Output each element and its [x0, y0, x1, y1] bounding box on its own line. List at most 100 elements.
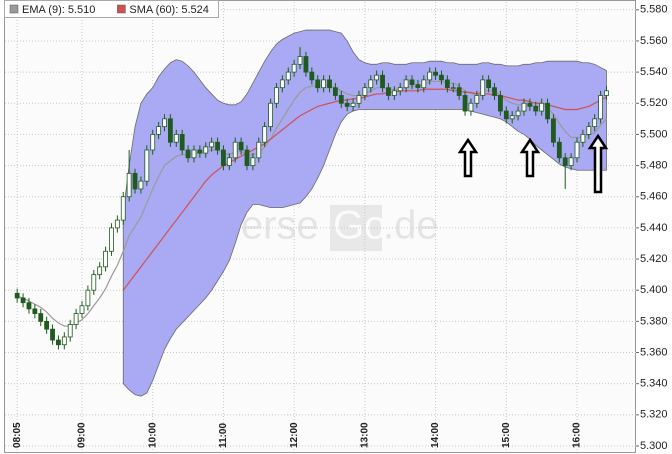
y-tick-label: 5.300 [640, 440, 668, 452]
candle-body [586, 126, 592, 135]
y-tick-label: 5.500 [640, 128, 668, 140]
candle-body [462, 95, 468, 112]
candle-body [132, 172, 138, 190]
candle-body [468, 102, 474, 112]
candle-body [580, 134, 586, 143]
y-tick-label: 5.460 [640, 191, 668, 203]
candle-body [50, 328, 55, 341]
candle-body [20, 297, 26, 304]
candle-body [38, 313, 44, 322]
candle-body [226, 157, 232, 166]
candle-body [144, 149, 150, 182]
candle-body [114, 219, 120, 229]
candle-body [397, 87, 403, 92]
candle-body [285, 71, 291, 81]
bands [122, 29, 607, 397]
candle-body [309, 71, 315, 81]
candle-body [61, 336, 67, 346]
candle-body [551, 118, 556, 143]
candle-body [250, 157, 256, 166]
candle-body [362, 87, 368, 96]
candle-body [344, 102, 350, 107]
candle-body [592, 118, 598, 128]
candle-body [262, 126, 268, 143]
y-tick-label: 5.380 [640, 315, 668, 327]
arrow [457, 137, 479, 178]
band-area [122, 29, 607, 397]
y-tick-label: 5.540 [640, 66, 668, 78]
candle-body [386, 87, 391, 96]
x-tick-label: 09:00 [77, 422, 88, 448]
candle-body [433, 71, 438, 76]
candle-body [456, 87, 462, 96]
legend: EMA (9): 5.510 SMA (60): 5.524 [4, 0, 219, 18]
arrows [457, 133, 609, 194]
candle-body [509, 115, 515, 120]
y-tick-label: 5.420 [640, 253, 668, 265]
x-tick-label: 12:00 [289, 422, 300, 448]
candle-body [498, 95, 503, 112]
candle-body [492, 87, 497, 96]
candle-body [374, 74, 380, 81]
candle-body [232, 141, 238, 159]
candle-body [297, 56, 303, 65]
watermark-text: Go [333, 204, 386, 248]
candle-body [191, 149, 197, 159]
y-tick-label: 5.560 [640, 35, 668, 47]
candle-body [126, 172, 132, 198]
y-tick-label: 5.480 [640, 159, 668, 171]
candle-body [215, 141, 220, 151]
candle-body [568, 157, 574, 166]
candle-body [521, 102, 527, 112]
y-tick-label: 5.320 [640, 409, 668, 421]
candle-body [556, 141, 562, 159]
arrow [587, 133, 609, 194]
y-tick-label: 5.440 [640, 222, 668, 234]
candle-body [527, 102, 533, 107]
candle-body [421, 79, 427, 89]
candle-body [503, 110, 509, 120]
candle-body [256, 141, 262, 159]
candle-body [179, 134, 185, 151]
candle-body [291, 63, 297, 73]
candle-body [156, 126, 162, 135]
candle-body [486, 79, 492, 89]
candle-body [73, 313, 79, 325]
candle-body [427, 71, 433, 81]
x-tick-label: 16:00 [572, 422, 583, 448]
candle-body [197, 149, 203, 154]
y-tick-label: 5.520 [640, 97, 668, 109]
legend-label: EMA (9): 5.510 [22, 4, 95, 16]
y-axis: 5.300 5.320 5.340 5.360 5.380 5.400 5.420 5.440… [12, 4, 668, 452]
x-tick-label: 13:00 [360, 422, 371, 448]
candle-body [167, 118, 173, 143]
legend-label: SMA (60): 5.524 [129, 4, 209, 16]
arrow [519, 137, 541, 178]
candle-body [44, 320, 50, 330]
candle-body [162, 118, 167, 128]
legend-swatch [117, 4, 126, 14]
candle-body [56, 339, 61, 346]
x-tick-label: 15:00 [501, 422, 512, 448]
candle-body [209, 141, 215, 148]
candle-body [474, 95, 480, 104]
candle-body [332, 87, 338, 96]
candle-body [356, 95, 362, 104]
candle-body [138, 180, 144, 190]
candle-body [598, 95, 603, 120]
candle-body [120, 196, 126, 221]
x-tick-label: 10:00 [147, 422, 158, 448]
candle-body [439, 74, 444, 81]
candle-body [97, 266, 103, 276]
candle-body [303, 56, 309, 73]
candle-body [338, 95, 344, 104]
candle-body [321, 79, 327, 89]
x-tick-label: 08:05 [12, 422, 23, 448]
candle-body [391, 90, 397, 96]
candle-body [380, 74, 385, 89]
candle-body [274, 87, 279, 104]
candle-body [103, 250, 108, 268]
watermark: Boerse Go .de [192, 204, 439, 251]
